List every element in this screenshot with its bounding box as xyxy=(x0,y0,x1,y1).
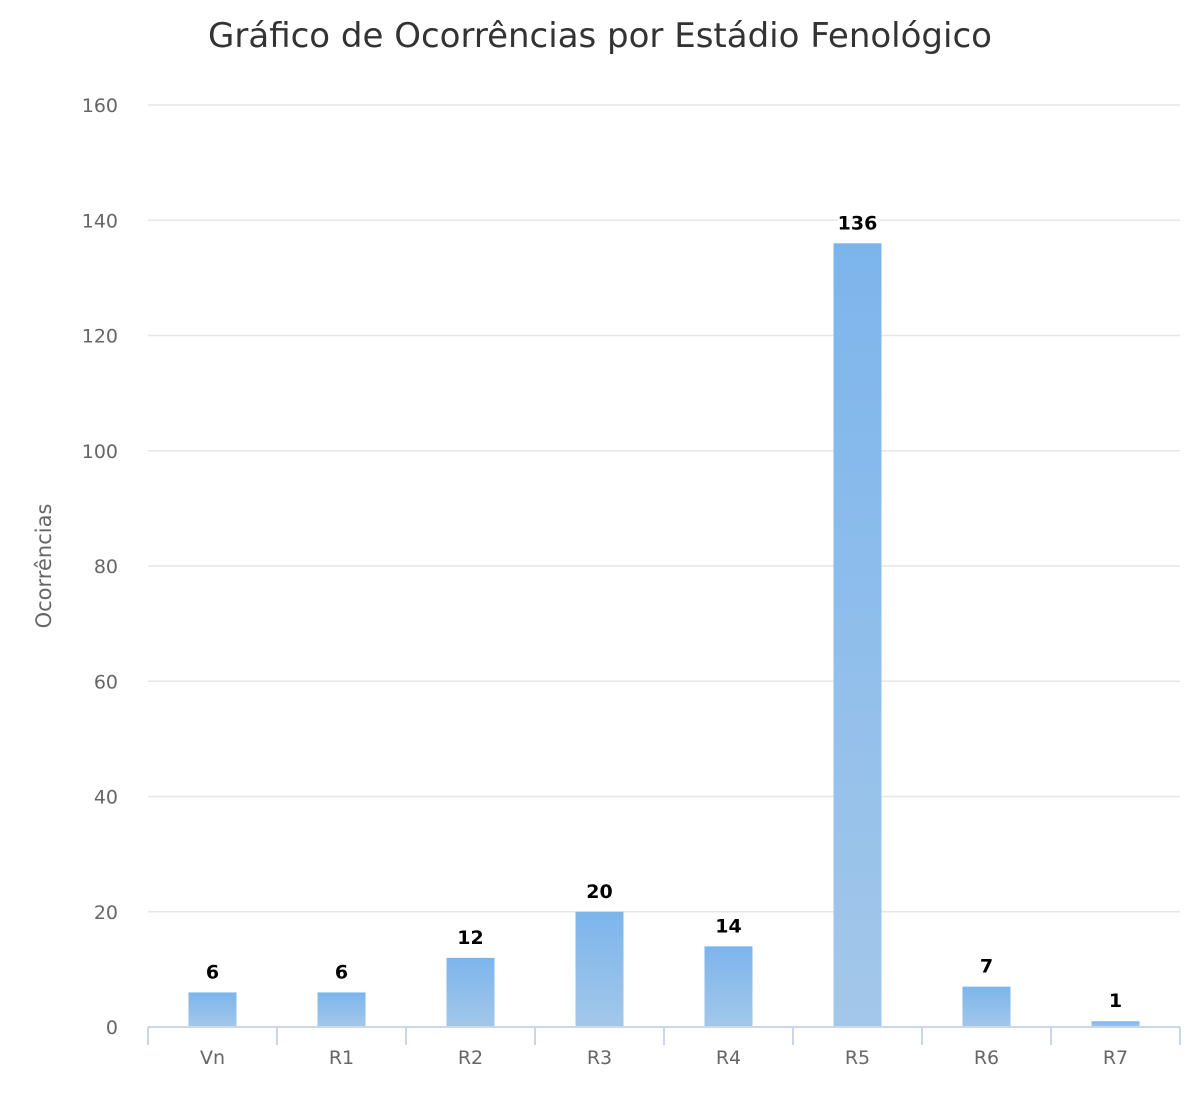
data-label: 14 xyxy=(715,915,741,937)
data-label: 6 xyxy=(206,961,219,983)
y-tick-label: 140 xyxy=(82,210,118,232)
bar-R2[interactable] xyxy=(446,957,495,1027)
chart-title: Gráfico de Ocorrências por Estádio Fenol… xyxy=(208,16,992,56)
y-tick-label: 40 xyxy=(94,787,118,809)
data-label: 7 xyxy=(980,956,993,978)
data-label: 136 xyxy=(838,212,878,234)
x-tick-label: R6 xyxy=(974,1047,999,1069)
y-tick-label: 80 xyxy=(94,556,118,578)
data-label: 20 xyxy=(586,881,612,903)
y-tick-label: 120 xyxy=(82,326,118,348)
x-tick-label: R1 xyxy=(329,1047,354,1069)
data-label: 6 xyxy=(335,961,348,983)
data-label: 12 xyxy=(457,927,483,949)
bar-R5[interactable] xyxy=(833,243,882,1028)
bar-R6[interactable] xyxy=(962,986,1011,1027)
bar-R1[interactable] xyxy=(317,992,366,1027)
x-tick-label: Vn xyxy=(200,1047,225,1069)
y-tick-label: 0 xyxy=(106,1017,118,1039)
x-tick-label: R3 xyxy=(587,1047,612,1069)
bar-R7[interactable] xyxy=(1091,1021,1140,1027)
y-tick-label: 160 xyxy=(82,95,118,117)
bar-R4[interactable] xyxy=(704,946,753,1027)
bar-Vn[interactable] xyxy=(188,992,237,1027)
x-tick-label: R5 xyxy=(845,1047,870,1069)
x-tick-label: R4 xyxy=(716,1047,741,1069)
y-tick-label: 60 xyxy=(94,671,118,693)
y-tick-label: 20 xyxy=(94,902,118,924)
x-tick-label: R7 xyxy=(1103,1047,1128,1069)
data-label: 1 xyxy=(1109,990,1122,1012)
x-tick-label: R2 xyxy=(458,1047,483,1069)
y-axis-label: Ocorrências xyxy=(32,504,56,629)
bar-R3[interactable] xyxy=(575,911,624,1027)
y-tick-label: 100 xyxy=(82,441,118,463)
